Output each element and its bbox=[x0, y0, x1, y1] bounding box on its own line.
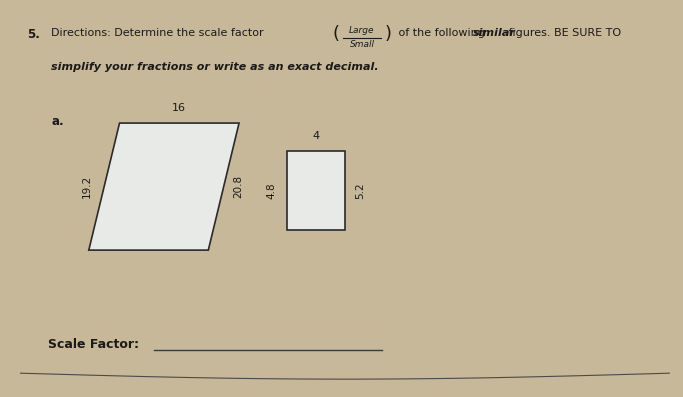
Text: 19.2: 19.2 bbox=[82, 175, 92, 198]
Polygon shape bbox=[89, 123, 239, 250]
Text: 20.8: 20.8 bbox=[234, 175, 244, 198]
Text: 5.2: 5.2 bbox=[355, 182, 365, 199]
Text: 4: 4 bbox=[312, 131, 320, 141]
Text: ): ) bbox=[385, 25, 391, 43]
Text: 5.: 5. bbox=[27, 28, 40, 41]
Text: of the following: of the following bbox=[395, 28, 488, 38]
Text: similar: similar bbox=[473, 28, 516, 38]
Text: 4.8: 4.8 bbox=[267, 182, 277, 199]
Text: a.: a. bbox=[51, 115, 64, 128]
Text: Directions: Determine the scale factor: Directions: Determine the scale factor bbox=[51, 28, 267, 38]
Polygon shape bbox=[287, 151, 345, 230]
Text: Scale Factor:: Scale Factor: bbox=[48, 338, 139, 351]
Text: Large: Large bbox=[349, 26, 375, 35]
Text: 16: 16 bbox=[172, 103, 186, 113]
Text: simplify your fractions or write as an exact decimal.: simplify your fractions or write as an e… bbox=[51, 62, 379, 71]
Text: (: ( bbox=[333, 25, 339, 43]
Text: figures. BE SURE TO: figures. BE SURE TO bbox=[505, 28, 621, 38]
Text: Small: Small bbox=[350, 40, 374, 49]
